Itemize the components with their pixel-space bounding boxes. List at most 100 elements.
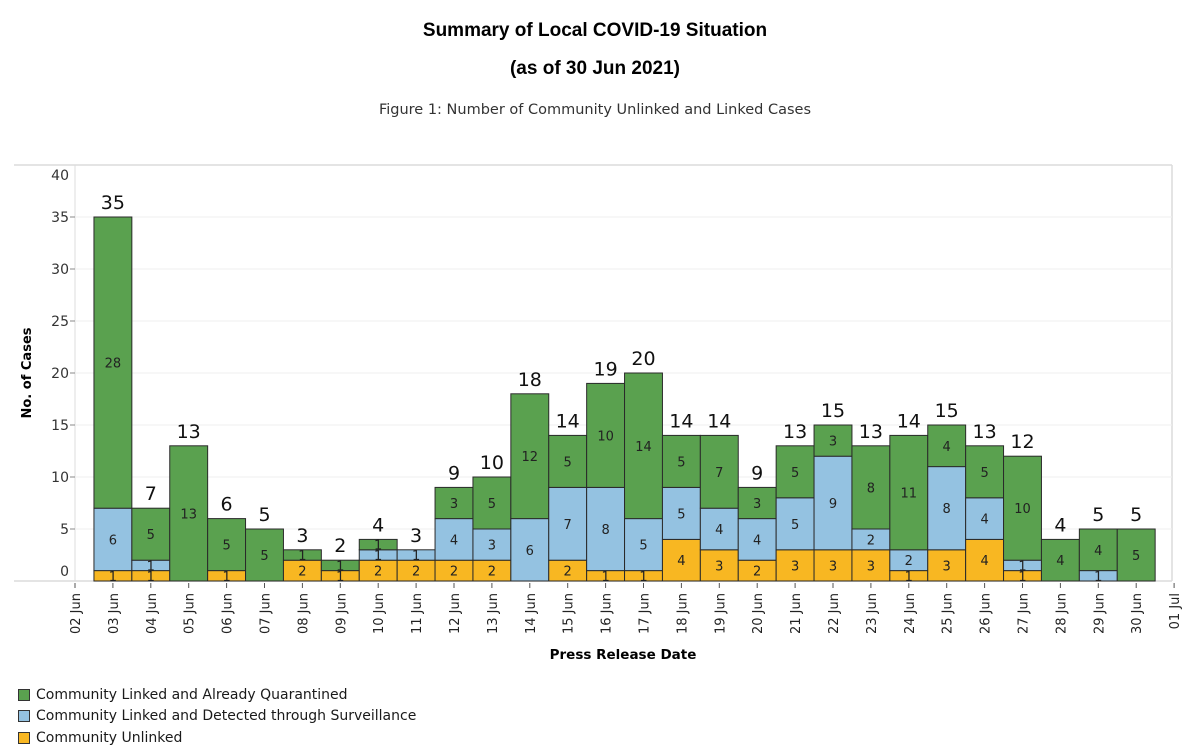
segment-label-quarantined: 5: [147, 528, 155, 543]
x-axis-title: Press Release Date: [550, 647, 697, 663]
bar-segment-quarantined: [813, 424, 853, 457]
bar-segment-surveillance: [737, 518, 777, 561]
bar-segment-quarantined: [282, 549, 322, 561]
bar-segment-quarantined: [775, 445, 815, 499]
segment-label-quarantined: 5: [564, 455, 572, 470]
legend-item-quarantined[interactable]: Community Linked and Already Quarantined: [18, 684, 416, 706]
x-tick-label: 16 Jun: [600, 593, 615, 634]
x-tick-label: 23 Jun: [865, 593, 880, 634]
segment-label-surveillance: 4: [753, 533, 761, 548]
segment-label-unlinked: 2: [753, 565, 761, 580]
x-tick-label: 11 Jun: [410, 593, 425, 634]
segment-label-unlinked: 3: [791, 559, 799, 574]
bar-segment-quarantined: [661, 434, 701, 488]
segment-label-quarantined: 5: [260, 549, 268, 564]
segment-label-quarantined: 3: [829, 435, 837, 450]
segment-label-unlinked: 1: [639, 570, 647, 585]
y-tick-label: 40: [51, 168, 69, 184]
y-tick-label: 10: [51, 470, 69, 486]
segment-label-quarantined: 4: [943, 440, 951, 455]
segment-label-unlinked: 1: [222, 570, 230, 585]
x-tick-label: 04 Jun: [145, 593, 160, 634]
x-tick-label: 01 Jul: [1168, 593, 1183, 629]
total-label: 3: [410, 525, 422, 547]
bar-segment-quarantined: [586, 382, 626, 488]
total-label: 4: [1054, 514, 1066, 536]
bar-segment-quarantined: [1116, 528, 1156, 582]
x-tick-label: 08 Jun: [296, 593, 311, 634]
legend-item-unlinked[interactable]: Community Unlinked: [18, 727, 416, 749]
bars: [93, 216, 1156, 582]
bar-segment-quarantined: [93, 216, 133, 509]
segment-label-unlinked: 1: [336, 570, 344, 585]
segment-label-quarantined: 1: [298, 549, 306, 564]
page-title: Summary of Local COVID-19 Situation: [422, 20, 768, 41]
segment-label-surveillance: 2: [905, 554, 913, 569]
legend-label: Community Unlinked: [36, 729, 183, 746]
x-tick-label: 09 Jun: [334, 593, 349, 634]
total-label: 2: [334, 535, 346, 557]
segment-label-quarantined: 12: [522, 450, 539, 465]
segment-label-surveillance: 6: [109, 533, 117, 548]
bar-segment-surveillance: [965, 497, 1005, 540]
y-tick-label: 30: [51, 262, 69, 278]
total-label: 12: [1010, 431, 1034, 453]
bar-segment-unlinked: [775, 549, 815, 582]
x-tick-label: 12 Jun: [448, 593, 463, 634]
x-tick-label: 03 Jun: [107, 593, 122, 634]
total-label: 5: [1092, 504, 1104, 526]
y-tick-label: 25: [51, 314, 69, 330]
segment-label-surveillance: 1: [147, 559, 155, 574]
total-label: 15: [821, 400, 845, 422]
segment-label-surveillance: 5: [791, 518, 799, 533]
segment-label-quarantined: 4: [1094, 544, 1102, 559]
bar-segment-quarantined: [358, 538, 398, 551]
segment-label-surveillance: 3: [488, 539, 496, 554]
segment-label-quarantined: 3: [450, 497, 458, 512]
bar-segment-quarantined: [245, 528, 284, 582]
bar-segment-quarantined: [889, 434, 929, 551]
segment-label-surveillance: 1: [1018, 559, 1026, 574]
bar-segment-quarantined: [965, 445, 1005, 499]
bar-segment-surveillance: [586, 486, 626, 572]
x-tick-label: 28 Jun: [1054, 593, 1069, 634]
segment-label-quarantined: 10: [1014, 502, 1031, 517]
total-label: 14: [556, 410, 580, 432]
segment-label-unlinked: 2: [412, 565, 420, 580]
x-axis: 02 Jun 03 Jun 04 Jun 05 Jun 06 Jun 07 Jun 08 J…: [69, 583, 1183, 634]
y-axis-title: No. of Cases: [20, 327, 35, 418]
total-label: 15: [935, 400, 959, 422]
x-tick-label: 17 Jun: [638, 593, 653, 634]
total-label: 9: [751, 462, 763, 484]
total-label: 18: [518, 369, 542, 391]
x-tick-label: 27 Jun: [1017, 593, 1032, 634]
y-tick-label: 0: [60, 564, 69, 580]
segment-label-surveillance: 8: [943, 502, 951, 517]
legend-swatch-unlinked: [18, 731, 30, 744]
x-tick-label: 25 Jun: [941, 593, 956, 634]
legend-item-surveillance[interactable]: Community Linked and Detected through Su…: [18, 706, 416, 728]
segment-label-unlinked: 1: [1018, 570, 1026, 585]
bar-segment-quarantined: [699, 434, 739, 509]
total-label: 13: [973, 421, 997, 443]
total-label: 5: [1130, 504, 1142, 526]
legend-swatch-quarantined: [18, 688, 30, 701]
x-tick-label: 07 Jun: [259, 593, 274, 634]
total-label: 4: [372, 514, 384, 536]
segment-label-surveillance: 9: [829, 497, 837, 512]
total-label: 10: [480, 452, 504, 474]
segment-label-surveillance: 4: [980, 513, 988, 528]
segment-label-unlinked: 3: [867, 559, 875, 574]
bar-segment-surveillance: [434, 518, 474, 561]
segment-label-quarantined: 11: [901, 487, 918, 502]
segment-label-unlinked: 1: [109, 570, 117, 585]
total-label: 14: [897, 410, 921, 432]
segment-label-quarantined: 5: [980, 466, 988, 481]
segment-label-surveillance: 5: [677, 507, 685, 522]
bar-segment-quarantined: [851, 445, 891, 530]
segment-label-surveillance: 2: [867, 533, 875, 548]
bar-segment-quarantined: [927, 424, 967, 468]
